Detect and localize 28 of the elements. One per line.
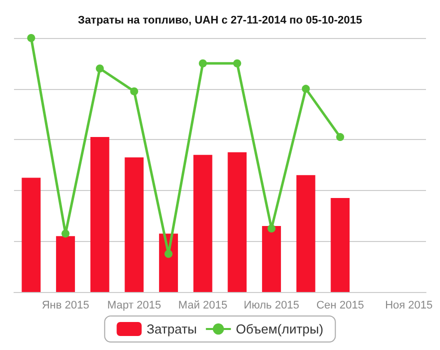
bar — [330, 198, 350, 292]
bar — [262, 226, 281, 292]
bar — [56, 236, 75, 292]
point — [268, 224, 276, 232]
bar — [22, 178, 41, 292]
chart-title: Затраты на топливо, UAH с 27-11-2014 по 05-10-2015 — [78, 14, 362, 26]
point — [130, 87, 138, 96]
point — [198, 59, 207, 68]
point — [336, 133, 344, 142]
x-tick-label: Сен 2015 — [316, 300, 364, 312]
point — [164, 250, 172, 258]
point — [62, 230, 70, 238]
x-tick-label: Июль 2015 — [244, 300, 300, 312]
bar — [124, 157, 144, 292]
point — [233, 59, 242, 68]
point — [27, 34, 36, 42]
bar — [228, 152, 247, 292]
bar — [296, 175, 316, 292]
legend-label: Затраты — [146, 322, 197, 336]
bar — [90, 137, 110, 292]
bar — [193, 154, 212, 292]
x-tick-label: Май 2015 — [178, 300, 228, 312]
x-tick-label: Ноя 2015 — [385, 300, 433, 312]
x-tick-label: Март 2015 — [107, 300, 162, 312]
point — [96, 64, 104, 72]
x-tick-label: Янв 2015 — [42, 300, 90, 312]
point — [302, 84, 310, 93]
legend-label: Объем(литры) — [236, 322, 324, 336]
